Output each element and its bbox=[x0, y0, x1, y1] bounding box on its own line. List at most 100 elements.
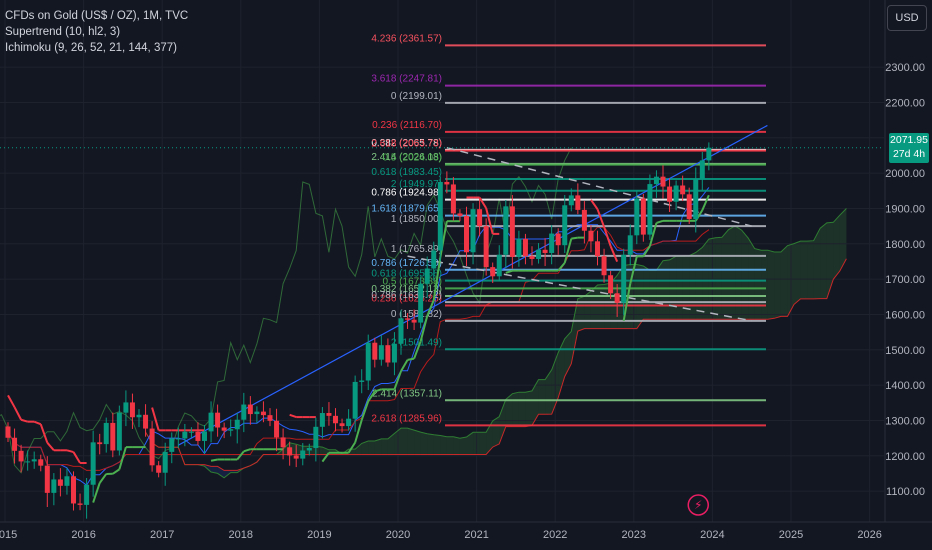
price-tick-label: 1800.00 bbox=[885, 239, 925, 251]
cloud-segment bbox=[813, 228, 821, 299]
fib-level-label: 0 (1581.82) bbox=[391, 309, 442, 320]
price-tick-label: 2300.00 bbox=[885, 62, 925, 74]
cloud-segment bbox=[322, 447, 329, 455]
cloud-segment bbox=[597, 284, 605, 329]
fib-level-label: 0.382 (1652.13) bbox=[371, 284, 442, 295]
candle-body bbox=[588, 230, 594, 242]
fib-level-label: 0.5 (2024.03) bbox=[383, 153, 443, 164]
price-tick-label: 1100.00 bbox=[886, 486, 925, 498]
cloud-segment bbox=[780, 245, 788, 317]
candle-body bbox=[450, 184, 456, 214]
candle-body bbox=[136, 414, 142, 418]
fib-level-label: 2.414 (2026.18) bbox=[371, 152, 442, 163]
candle-body bbox=[509, 206, 515, 257]
cloud-segment bbox=[538, 379, 546, 415]
candle-body bbox=[542, 249, 548, 253]
candle-body bbox=[562, 205, 568, 246]
candle-body bbox=[686, 194, 692, 220]
candle-body bbox=[621, 254, 627, 303]
cloud-segment bbox=[518, 392, 526, 427]
supertrend-segment bbox=[13, 406, 22, 421]
supertrend-segment bbox=[648, 222, 658, 247]
cloud-segment bbox=[381, 438, 388, 455]
candle-body bbox=[110, 422, 116, 451]
candle-body bbox=[188, 431, 194, 433]
bar-countdown: 27d 4h bbox=[892, 148, 926, 160]
cloud-segment bbox=[807, 240, 814, 299]
candle-body bbox=[57, 479, 63, 486]
supertrend-legend[interactable]: Supertrend (10, hl2, 3) bbox=[5, 26, 121, 38]
supertrend-segment bbox=[360, 400, 370, 421]
supertrend-segment bbox=[393, 370, 402, 390]
chart-legend: CFDs on Gold (US$ / OZ), 1M, TVC Supertr… bbox=[5, 8, 188, 56]
cloud-segment bbox=[446, 436, 454, 455]
chikou-span bbox=[0, 147, 572, 474]
ichimoku-legend[interactable]: Ichimoku (9, 26, 52, 21, 144, 377) bbox=[5, 42, 177, 54]
cloud-segment bbox=[525, 390, 532, 427]
supertrend-segment bbox=[505, 269, 513, 274]
candle-body bbox=[653, 176, 659, 185]
candle-body bbox=[608, 275, 614, 294]
candle-body bbox=[254, 411, 260, 415]
fib-level-label: 2.618 (1285.96) bbox=[371, 413, 442, 424]
time-axis[interactable]: 2015 2016 2017 2018 2019 2020 2021 2022 2023 2024… bbox=[0, 521, 932, 541]
candle-body bbox=[25, 461, 31, 463]
cloud-segment bbox=[217, 466, 225, 478]
candle-body bbox=[90, 442, 96, 485]
fib-level-label: 1 (1850.00) bbox=[391, 214, 442, 225]
time-tick-label: 2020 bbox=[386, 529, 410, 541]
supertrend-segment bbox=[321, 452, 330, 463]
candle-body bbox=[490, 267, 496, 277]
supertrend-segment bbox=[603, 226, 612, 247]
fib-level-label: 1.618 (1879.65) bbox=[371, 204, 442, 215]
candle-body bbox=[496, 254, 502, 277]
cloud-segment bbox=[767, 250, 775, 320]
candle-body bbox=[437, 181, 443, 251]
cloud-segment bbox=[663, 259, 670, 320]
candle-body bbox=[123, 402, 129, 413]
supertrend-segment bbox=[701, 194, 710, 211]
supertrend-segment bbox=[98, 473, 108, 484]
candle-body bbox=[595, 241, 600, 257]
currency-button[interactable]: USD bbox=[887, 5, 927, 31]
candle-body bbox=[464, 215, 469, 253]
time-tick-label: 2025 bbox=[779, 529, 803, 541]
candle-body bbox=[300, 450, 306, 459]
cloud-segment bbox=[433, 434, 441, 455]
cloud-segment bbox=[368, 441, 375, 455]
supertrend-segment bbox=[656, 219, 664, 224]
candle-body bbox=[581, 209, 587, 231]
cloud-segment bbox=[584, 291, 591, 329]
cloud-segment bbox=[571, 298, 578, 364]
supertrend-segment bbox=[642, 245, 651, 257]
fib-level-label: 2 (1501.49) bbox=[391, 337, 442, 348]
candles bbox=[5, 142, 712, 519]
candle-body bbox=[477, 209, 483, 227]
fib-level-label: 0.236 (2116.70) bbox=[372, 120, 442, 131]
fib-level-label: 4.236 (2361.57) bbox=[371, 33, 442, 44]
candle-body bbox=[647, 184, 653, 235]
candle-body bbox=[424, 268, 430, 284]
symbol-title[interactable]: CFDs on Gold (US$ / OZ), 1M, TVC bbox=[5, 10, 189, 22]
price-axis[interactable]: 1100.00 1200.00 1300.00 1400.00 1500.00 1600.… bbox=[884, 0, 925, 522]
cloud-segment bbox=[427, 433, 434, 455]
candle-body bbox=[575, 195, 581, 210]
fib-level-label: 0.786 (1924.98) bbox=[371, 188, 442, 199]
cloud-segment bbox=[492, 416, 500, 448]
cloud-segment bbox=[211, 466, 218, 474]
cloud-segment bbox=[479, 432, 487, 455]
candle-body bbox=[274, 420, 280, 438]
candle-body bbox=[411, 319, 417, 323]
candle-body bbox=[385, 345, 391, 363]
cloud-segment bbox=[643, 265, 650, 320]
candle-body bbox=[457, 213, 463, 216]
dashed-trend-line bbox=[407, 255, 752, 322]
cloud-segment bbox=[545, 369, 552, 415]
candle-body bbox=[280, 437, 286, 448]
candle-body bbox=[549, 233, 555, 253]
cloud-segment bbox=[839, 208, 847, 271]
cloud-segment bbox=[649, 270, 657, 320]
price-tick-label: 1900.00 bbox=[885, 203, 925, 215]
